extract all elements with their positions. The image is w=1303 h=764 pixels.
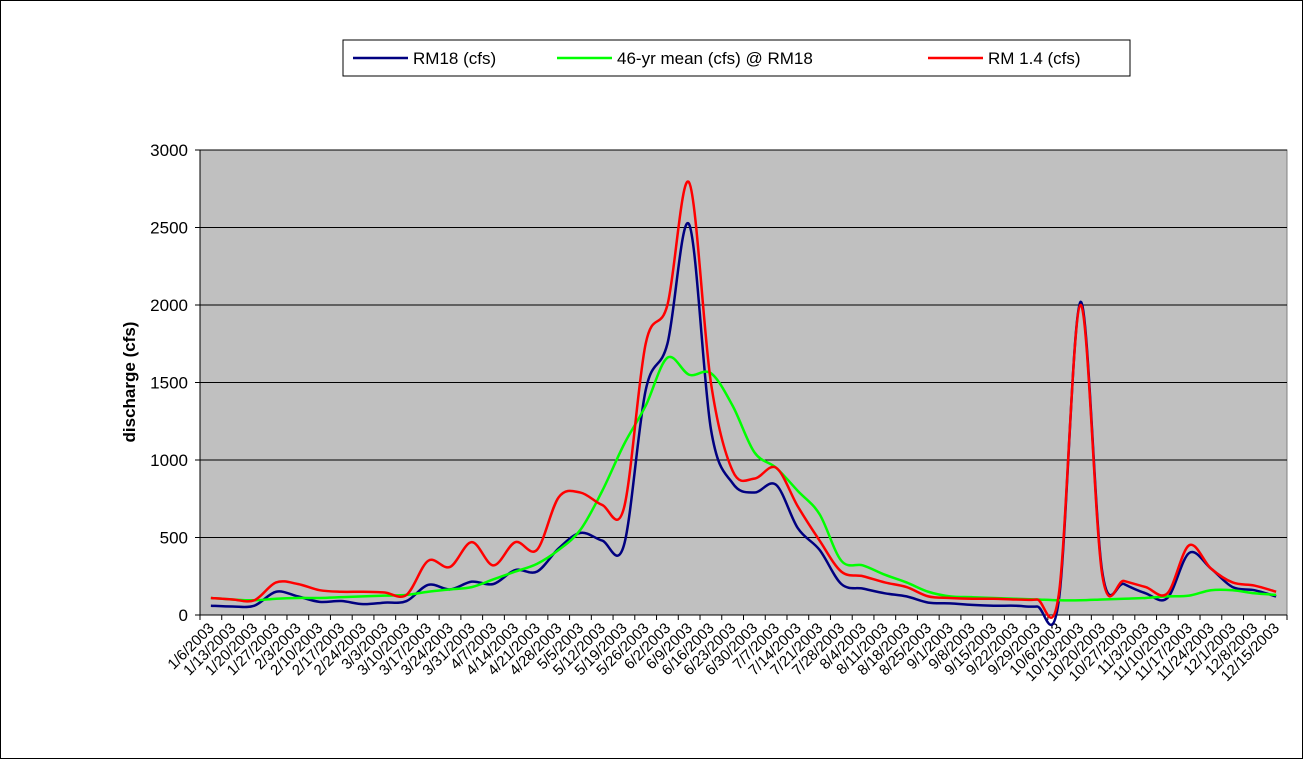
series-line xyxy=(210,355,1277,602)
y-tick-label: 3000 xyxy=(150,141,188,160)
legend-box xyxy=(342,39,1131,77)
y-tick-label: 1000 xyxy=(150,451,188,470)
legend-label: 46-yr mean (cfs) @ RM18 xyxy=(617,49,813,68)
y-tick-label: 0 xyxy=(179,606,188,625)
y-tick-label: 500 xyxy=(160,529,188,548)
y-tick-label: 1500 xyxy=(150,374,188,393)
series-line xyxy=(210,180,1277,619)
y-tick-label: 2000 xyxy=(150,296,188,315)
legend-label: RM18 (cfs) xyxy=(413,49,496,68)
y-axis-label: discharge (cfs) xyxy=(120,322,139,443)
legend-label: RM 1.4 (cfs) xyxy=(988,49,1081,68)
y-tick-label: 2500 xyxy=(150,219,188,238)
